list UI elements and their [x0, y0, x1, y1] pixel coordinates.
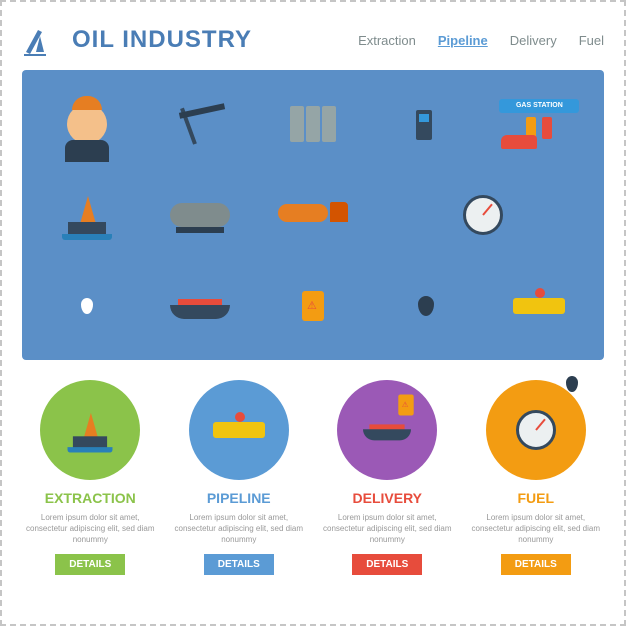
card-text: Lorem ipsum dolor sit amet, consectetur …: [171, 512, 308, 546]
fuel-circle-icon: [486, 380, 586, 480]
card-title: DELIVERY: [319, 490, 456, 506]
oil-rig-icon: [32, 171, 141, 258]
details-button[interactable]: DETAILS: [204, 554, 274, 575]
fuel-gauge-icon: [372, 171, 594, 258]
details-button[interactable]: DETAILS: [352, 554, 422, 575]
nav-extraction[interactable]: Extraction: [358, 33, 416, 48]
cards-row: EXTRACTION Lorem ipsum dolor sit amet, c…: [22, 380, 604, 575]
extraction-circle-icon: [40, 380, 140, 480]
nav-delivery[interactable]: Delivery: [510, 33, 557, 48]
gas-station-label: GAS STATION: [499, 99, 579, 113]
details-button[interactable]: DETAILS: [501, 554, 571, 575]
oil-barrel-icon: [258, 263, 367, 350]
card-text: Lorem ipsum dolor sit amet, consectetur …: [319, 512, 456, 546]
logo-pumpjack-icon: [22, 22, 58, 58]
card-text: Lorem ipsum dolor sit amet, consectetur …: [468, 512, 605, 546]
card-extraction: EXTRACTION Lorem ipsum dolor sit amet, c…: [22, 380, 159, 575]
page: OIL INDUSTRY Extraction Pipeline Deliver…: [0, 0, 626, 626]
card-delivery: DELIVERY Lorem ipsum dolor sit amet, con…: [319, 380, 456, 575]
tanker-truck-icon: [258, 171, 367, 258]
card-title: EXTRACTION: [22, 490, 159, 506]
hero-infographic: GAS STATION: [22, 70, 604, 360]
card-title: PIPELINE: [171, 490, 308, 506]
card-fuel: FUEL Lorem ipsum dolor sit amet, consect…: [468, 380, 605, 575]
details-button[interactable]: DETAILS: [55, 554, 125, 575]
card-pipeline: PIPELINE Lorem ipsum dolor sit amet, con…: [171, 380, 308, 575]
nav-fuel[interactable]: Fuel: [579, 33, 604, 48]
fuel-pump-icon: [372, 80, 481, 167]
delivery-circle-icon: [337, 380, 437, 480]
gas-station-icon: GAS STATION: [485, 80, 594, 167]
page-title: OIL INDUSTRY: [72, 26, 252, 54]
drop-icon: [32, 263, 141, 350]
storage-tanks-icon: [258, 80, 367, 167]
header: OIL INDUSTRY Extraction Pipeline Deliver…: [22, 22, 604, 58]
nav: Extraction Pipeline Delivery Fuel: [358, 33, 604, 48]
car-icon: [501, 135, 537, 149]
pipeline-circle-icon: [189, 380, 289, 480]
rail-tanker-icon: [145, 171, 254, 258]
pumpjack-icon: [145, 80, 254, 167]
oil-drop-icon: [372, 263, 481, 350]
pipeline-valve-icon: [485, 263, 594, 350]
nav-pipeline[interactable]: Pipeline: [438, 33, 488, 48]
worker-icon: [32, 80, 141, 167]
tanker-ship-icon: [145, 263, 254, 350]
card-title: FUEL: [468, 490, 605, 506]
card-text: Lorem ipsum dolor sit amet, consectetur …: [22, 512, 159, 546]
